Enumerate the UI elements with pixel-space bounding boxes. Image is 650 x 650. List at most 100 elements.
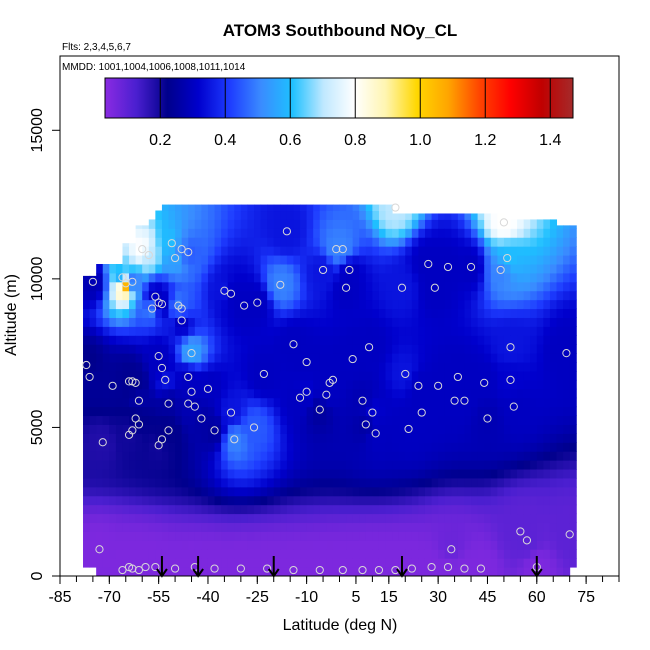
- heatmap-cell: [122, 513, 130, 524]
- heatmap-cell: [457, 486, 465, 497]
- heatmap-cell: [569, 486, 577, 497]
- heatmap-cell: [549, 362, 558, 372]
- heatmap-cell: [207, 281, 216, 292]
- heatmap-cell: [346, 246, 354, 256]
- heatmap-cell: [247, 397, 255, 408]
- heatmap-cell: [523, 424, 531, 434]
- heatmap-cell: [155, 397, 163, 408]
- heatmap-cell: [300, 281, 308, 292]
- heatmap-cell: [273, 290, 281, 301]
- heatmap-cell: [214, 406, 222, 417]
- heatmap-cell: [148, 353, 156, 363]
- heatmap-cell: [431, 299, 439, 310]
- heatmap-cell: [142, 477, 150, 488]
- x-tick-label: -10: [295, 589, 318, 606]
- heatmap-cell: [556, 326, 564, 336]
- heatmap-cell: [411, 362, 419, 372]
- heatmap-cell: [457, 326, 465, 336]
- heatmap-cell: [89, 415, 97, 425]
- heatmap-cell: [319, 513, 327, 524]
- heatmap-cell: [431, 451, 439, 461]
- heatmap-cell: [286, 335, 294, 345]
- heatmap-cell: [332, 264, 340, 274]
- heatmap-cell: [247, 290, 255, 301]
- heatmap-cell: [438, 531, 446, 541]
- heatmap-cell: [346, 477, 354, 488]
- heatmap-cell: [109, 353, 117, 363]
- heatmap-cell: [372, 290, 380, 301]
- heatmap-cell: [510, 281, 518, 292]
- heatmap-cell: [365, 469, 373, 479]
- heatmap-cell: [464, 246, 472, 256]
- heatmap-cell: [411, 415, 419, 425]
- heatmap-cell: [194, 451, 202, 461]
- heatmap-cell: [556, 469, 564, 479]
- heatmap-cell: [510, 246, 518, 256]
- heatmap-cell: [451, 281, 459, 292]
- heatmap-cell: [398, 504, 406, 515]
- heatmap-cell: [115, 504, 123, 515]
- heatmap-cell: [280, 210, 288, 220]
- heatmap-cell: [254, 370, 262, 381]
- heatmap-cell: [424, 344, 433, 354]
- heatmap-cell: [319, 460, 327, 470]
- heatmap-cell: [339, 362, 347, 372]
- heatmap-cell: [411, 308, 419, 318]
- heatmap-cell: [293, 204, 301, 212]
- heatmap-cell: [135, 486, 143, 497]
- heatmap-cell: [148, 513, 156, 524]
- heatmap-cell: [365, 246, 373, 256]
- heatmap-cell: [418, 504, 426, 515]
- heatmap-cell: [385, 272, 393, 283]
- heatmap-cell: [523, 308, 531, 318]
- heatmap-cell: [346, 219, 354, 229]
- heatmap-cell: [385, 308, 393, 318]
- sample-marker: [226, 289, 236, 298]
- heatmap-cell: [96, 451, 104, 461]
- sample-marker: [338, 565, 347, 575]
- heatmap-cell: [444, 406, 452, 417]
- sample-marker: [434, 381, 443, 390]
- heatmap-cell: [300, 469, 308, 479]
- sample-marker: [253, 298, 262, 307]
- heatmap-cell: [122, 397, 130, 408]
- heatmap-cell: [234, 442, 242, 452]
- heatmap-cell: [122, 353, 130, 363]
- heatmap-cell: [549, 451, 558, 461]
- heatmap-cell: [135, 388, 143, 399]
- heatmap-cell: [398, 513, 406, 524]
- heatmap-cell: [464, 522, 472, 532]
- heatmap-cell: [260, 424, 268, 434]
- heatmap-cell: [83, 308, 91, 318]
- heatmap-cell: [286, 246, 294, 256]
- heatmap-cell: [89, 353, 97, 363]
- heatmap-cell: [457, 549, 465, 559]
- heatmap-cell: [300, 379, 308, 390]
- heatmap-cell: [424, 272, 433, 283]
- heatmap-cell: [543, 486, 551, 497]
- heatmap-cell: [405, 308, 413, 318]
- heatmap-cell: [194, 388, 202, 399]
- heatmap-cell: [503, 451, 511, 461]
- heatmap-cell: [536, 477, 544, 488]
- heatmap-cell: [194, 504, 202, 515]
- sample-marker: [82, 360, 91, 370]
- heatmap-cell: [188, 210, 196, 220]
- heatmap-cell: [300, 451, 308, 461]
- heatmap-cell: [273, 344, 281, 354]
- heatmap-cell: [96, 397, 104, 408]
- heatmap-cell: [300, 522, 308, 532]
- heatmap-cell: [273, 522, 281, 532]
- heatmap-cell: [378, 264, 387, 274]
- heatmap-cell: [135, 228, 143, 238]
- heatmap-cell: [405, 281, 413, 292]
- heatmap-cell: [352, 513, 360, 524]
- heatmap-cell: [484, 370, 492, 381]
- heatmap-cell: [214, 219, 222, 229]
- heatmap-cell: [267, 531, 275, 541]
- heatmap-cell: [497, 558, 505, 568]
- heatmap-cell: [372, 495, 380, 506]
- heatmap-cell: [214, 317, 222, 327]
- heatmap-cell: [115, 558, 123, 568]
- heatmap-cell: [267, 362, 275, 372]
